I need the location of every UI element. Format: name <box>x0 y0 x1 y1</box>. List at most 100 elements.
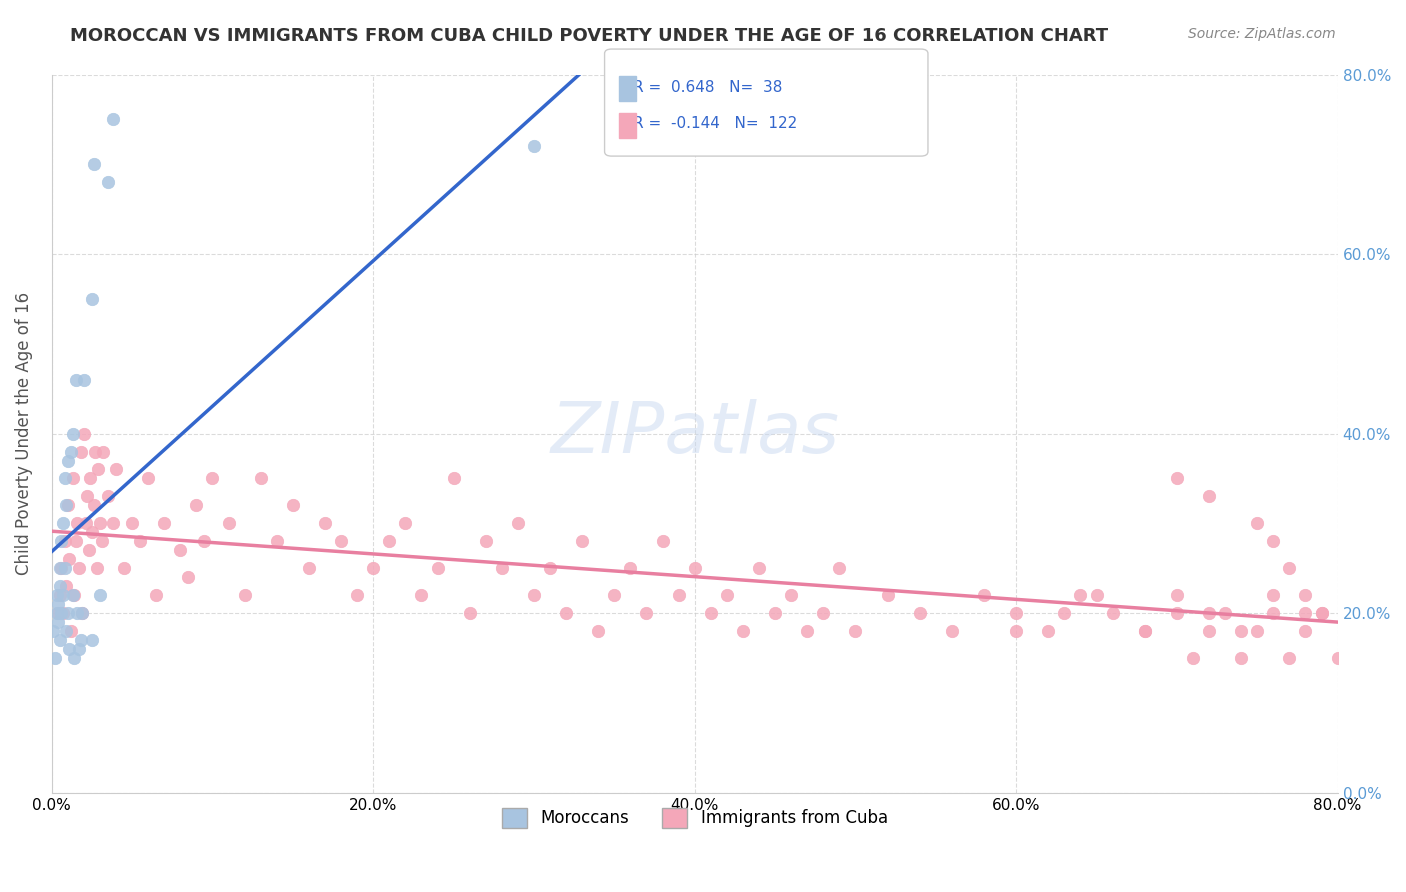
Point <box>129 534 152 549</box>
Point <box>1198 606 1220 620</box>
Point <box>1358 606 1381 620</box>
Point <box>1295 606 1317 620</box>
Point <box>186 499 208 513</box>
Point <box>1295 588 1317 602</box>
Point <box>80 292 103 306</box>
Point <box>90 534 112 549</box>
Point <box>1278 561 1301 575</box>
Point <box>571 534 593 549</box>
Point <box>1166 588 1188 602</box>
Point <box>72 606 94 620</box>
Point <box>1005 624 1028 638</box>
Point <box>1085 588 1108 602</box>
Point <box>52 588 75 602</box>
Point <box>46 606 69 620</box>
Point <box>46 615 69 629</box>
Point <box>60 624 83 638</box>
Point <box>51 561 73 575</box>
Point <box>97 490 120 504</box>
Point <box>67 561 90 575</box>
Point <box>53 471 76 485</box>
Point <box>79 471 101 485</box>
Point <box>169 543 191 558</box>
Point <box>52 606 75 620</box>
Y-axis label: Child Poverty Under the Age of 16: Child Poverty Under the Age of 16 <box>15 292 32 575</box>
Point <box>683 561 706 575</box>
Point <box>58 552 80 566</box>
Point <box>668 588 690 602</box>
Text: MOROCCAN VS IMMIGRANTS FROM CUBA CHILD POVERTY UNDER THE AGE OF 16 CORRELATION C: MOROCCAN VS IMMIGRANTS FROM CUBA CHILD P… <box>70 27 1108 45</box>
Point <box>586 624 609 638</box>
Point <box>1101 606 1123 620</box>
Point <box>51 606 73 620</box>
Point <box>233 588 256 602</box>
Point <box>56 499 79 513</box>
Point <box>53 534 76 549</box>
Point <box>62 588 84 602</box>
Point <box>66 606 89 620</box>
Point <box>636 606 658 620</box>
Point <box>73 426 96 441</box>
Point <box>763 606 786 620</box>
Point <box>731 624 754 638</box>
Point <box>65 534 87 549</box>
Point <box>1038 624 1060 638</box>
Point <box>101 112 124 127</box>
Point <box>136 471 159 485</box>
Point <box>72 606 94 620</box>
Point <box>394 516 416 531</box>
Point <box>523 588 546 602</box>
Point <box>112 561 135 575</box>
Point <box>361 561 384 575</box>
Point <box>491 561 513 575</box>
Point <box>75 516 97 531</box>
Point <box>1166 471 1188 485</box>
Point <box>908 606 931 620</box>
Point <box>45 606 67 620</box>
Point <box>1181 651 1204 665</box>
Point <box>523 139 546 153</box>
Point <box>49 561 72 575</box>
Point <box>619 561 641 575</box>
Point <box>1263 534 1285 549</box>
Point <box>83 157 105 171</box>
Point <box>87 462 110 476</box>
Point <box>555 606 578 620</box>
Point <box>63 651 86 665</box>
Point <box>314 516 336 531</box>
Point <box>1230 651 1253 665</box>
Point <box>76 490 98 504</box>
Point <box>1053 606 1076 620</box>
Point <box>42 624 65 638</box>
Point <box>603 588 626 602</box>
Point <box>1310 606 1333 620</box>
Point <box>201 471 224 485</box>
Point <box>63 588 86 602</box>
Point <box>828 561 851 575</box>
Point <box>1295 624 1317 638</box>
Point <box>1263 606 1285 620</box>
Point <box>506 516 529 531</box>
Legend: Moroccans, Immigrants from Cuba: Moroccans, Immigrants from Cuba <box>495 801 894 835</box>
Point <box>266 534 288 549</box>
Point <box>1343 624 1365 638</box>
Point <box>49 579 72 593</box>
Point <box>51 534 73 549</box>
Point <box>346 588 368 602</box>
Point <box>83 499 105 513</box>
Point <box>1005 606 1028 620</box>
Point <box>1278 651 1301 665</box>
Point <box>145 588 167 602</box>
Point <box>1230 624 1253 638</box>
Point <box>651 534 673 549</box>
Point <box>298 561 321 575</box>
Point <box>56 606 79 620</box>
Point <box>66 516 89 531</box>
Point <box>281 499 304 513</box>
Point <box>65 373 87 387</box>
Point <box>700 606 723 620</box>
Point <box>1213 606 1236 620</box>
Point <box>80 633 103 648</box>
Point <box>1246 624 1268 638</box>
Point <box>55 499 77 513</box>
